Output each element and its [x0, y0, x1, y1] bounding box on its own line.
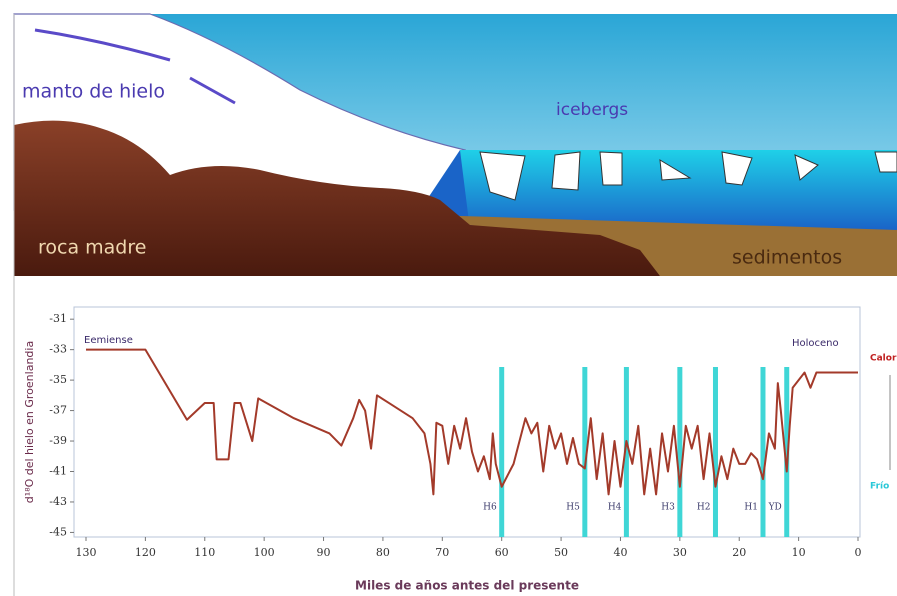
event-label: H6	[483, 503, 497, 513]
annotation: Eemiense	[84, 335, 133, 346]
page: manto de hielo icebergs roca madre sedim…	[0, 0, 897, 596]
event-label: H2	[697, 503, 711, 513]
x-tick-label: 0	[855, 546, 862, 559]
y-tick-label: -41	[49, 465, 67, 478]
annotation: Calor	[870, 354, 897, 364]
x-axis-title: Miles de años antes del presente	[355, 579, 579, 593]
x-tick-label: 90	[317, 546, 331, 559]
x-tick-label: 40	[613, 546, 627, 559]
y-tick-label: -35	[49, 373, 67, 386]
icebergs-label: icebergs	[556, 100, 628, 120]
annotation: Holoceno	[792, 338, 839, 349]
y-tick-label: -45	[49, 525, 67, 538]
ice-sheet-label: manto de hielo	[22, 81, 165, 103]
event-label: YD	[768, 503, 782, 513]
annotation: Frío	[870, 482, 889, 492]
illustration: manto de hielo icebergs roca madre sedim…	[14, 14, 897, 276]
bedrock-label: roca madre	[38, 237, 146, 259]
x-tick-label: 70	[435, 546, 449, 559]
y-axis-title: d¹⁸O del hielo en Groenlandia	[23, 341, 36, 503]
x-tick-label: 50	[554, 546, 568, 559]
y-tick-label: -33	[49, 343, 67, 356]
y-tick-label: -43	[49, 495, 67, 508]
x-tick-label: 100	[254, 546, 275, 559]
sediment-label: sedimentos	[732, 247, 842, 269]
event-label: H4	[608, 503, 622, 513]
y-tick-label: -31	[49, 312, 67, 325]
event-bar	[677, 367, 682, 537]
data-line	[86, 350, 858, 495]
x-tick-label: 80	[376, 546, 390, 559]
x-tick-label: 110	[194, 546, 215, 559]
x-tick-label: 20	[732, 546, 746, 559]
event-bar	[713, 367, 718, 537]
x-tick-label: 10	[792, 546, 806, 559]
y-tick-label: -37	[49, 404, 67, 417]
event-label: H5	[566, 503, 580, 513]
x-tick-label: 30	[673, 546, 687, 559]
event-bar	[760, 367, 765, 537]
ocean	[460, 150, 897, 230]
x-tick-label: 130	[76, 546, 97, 559]
x-tick-label: 60	[495, 546, 509, 559]
event-bar	[499, 367, 504, 537]
y-tick-label: -39	[49, 434, 67, 447]
event-label: H3	[661, 503, 675, 513]
event-label: H1	[744, 503, 758, 513]
x-tick-label: 120	[135, 546, 156, 559]
